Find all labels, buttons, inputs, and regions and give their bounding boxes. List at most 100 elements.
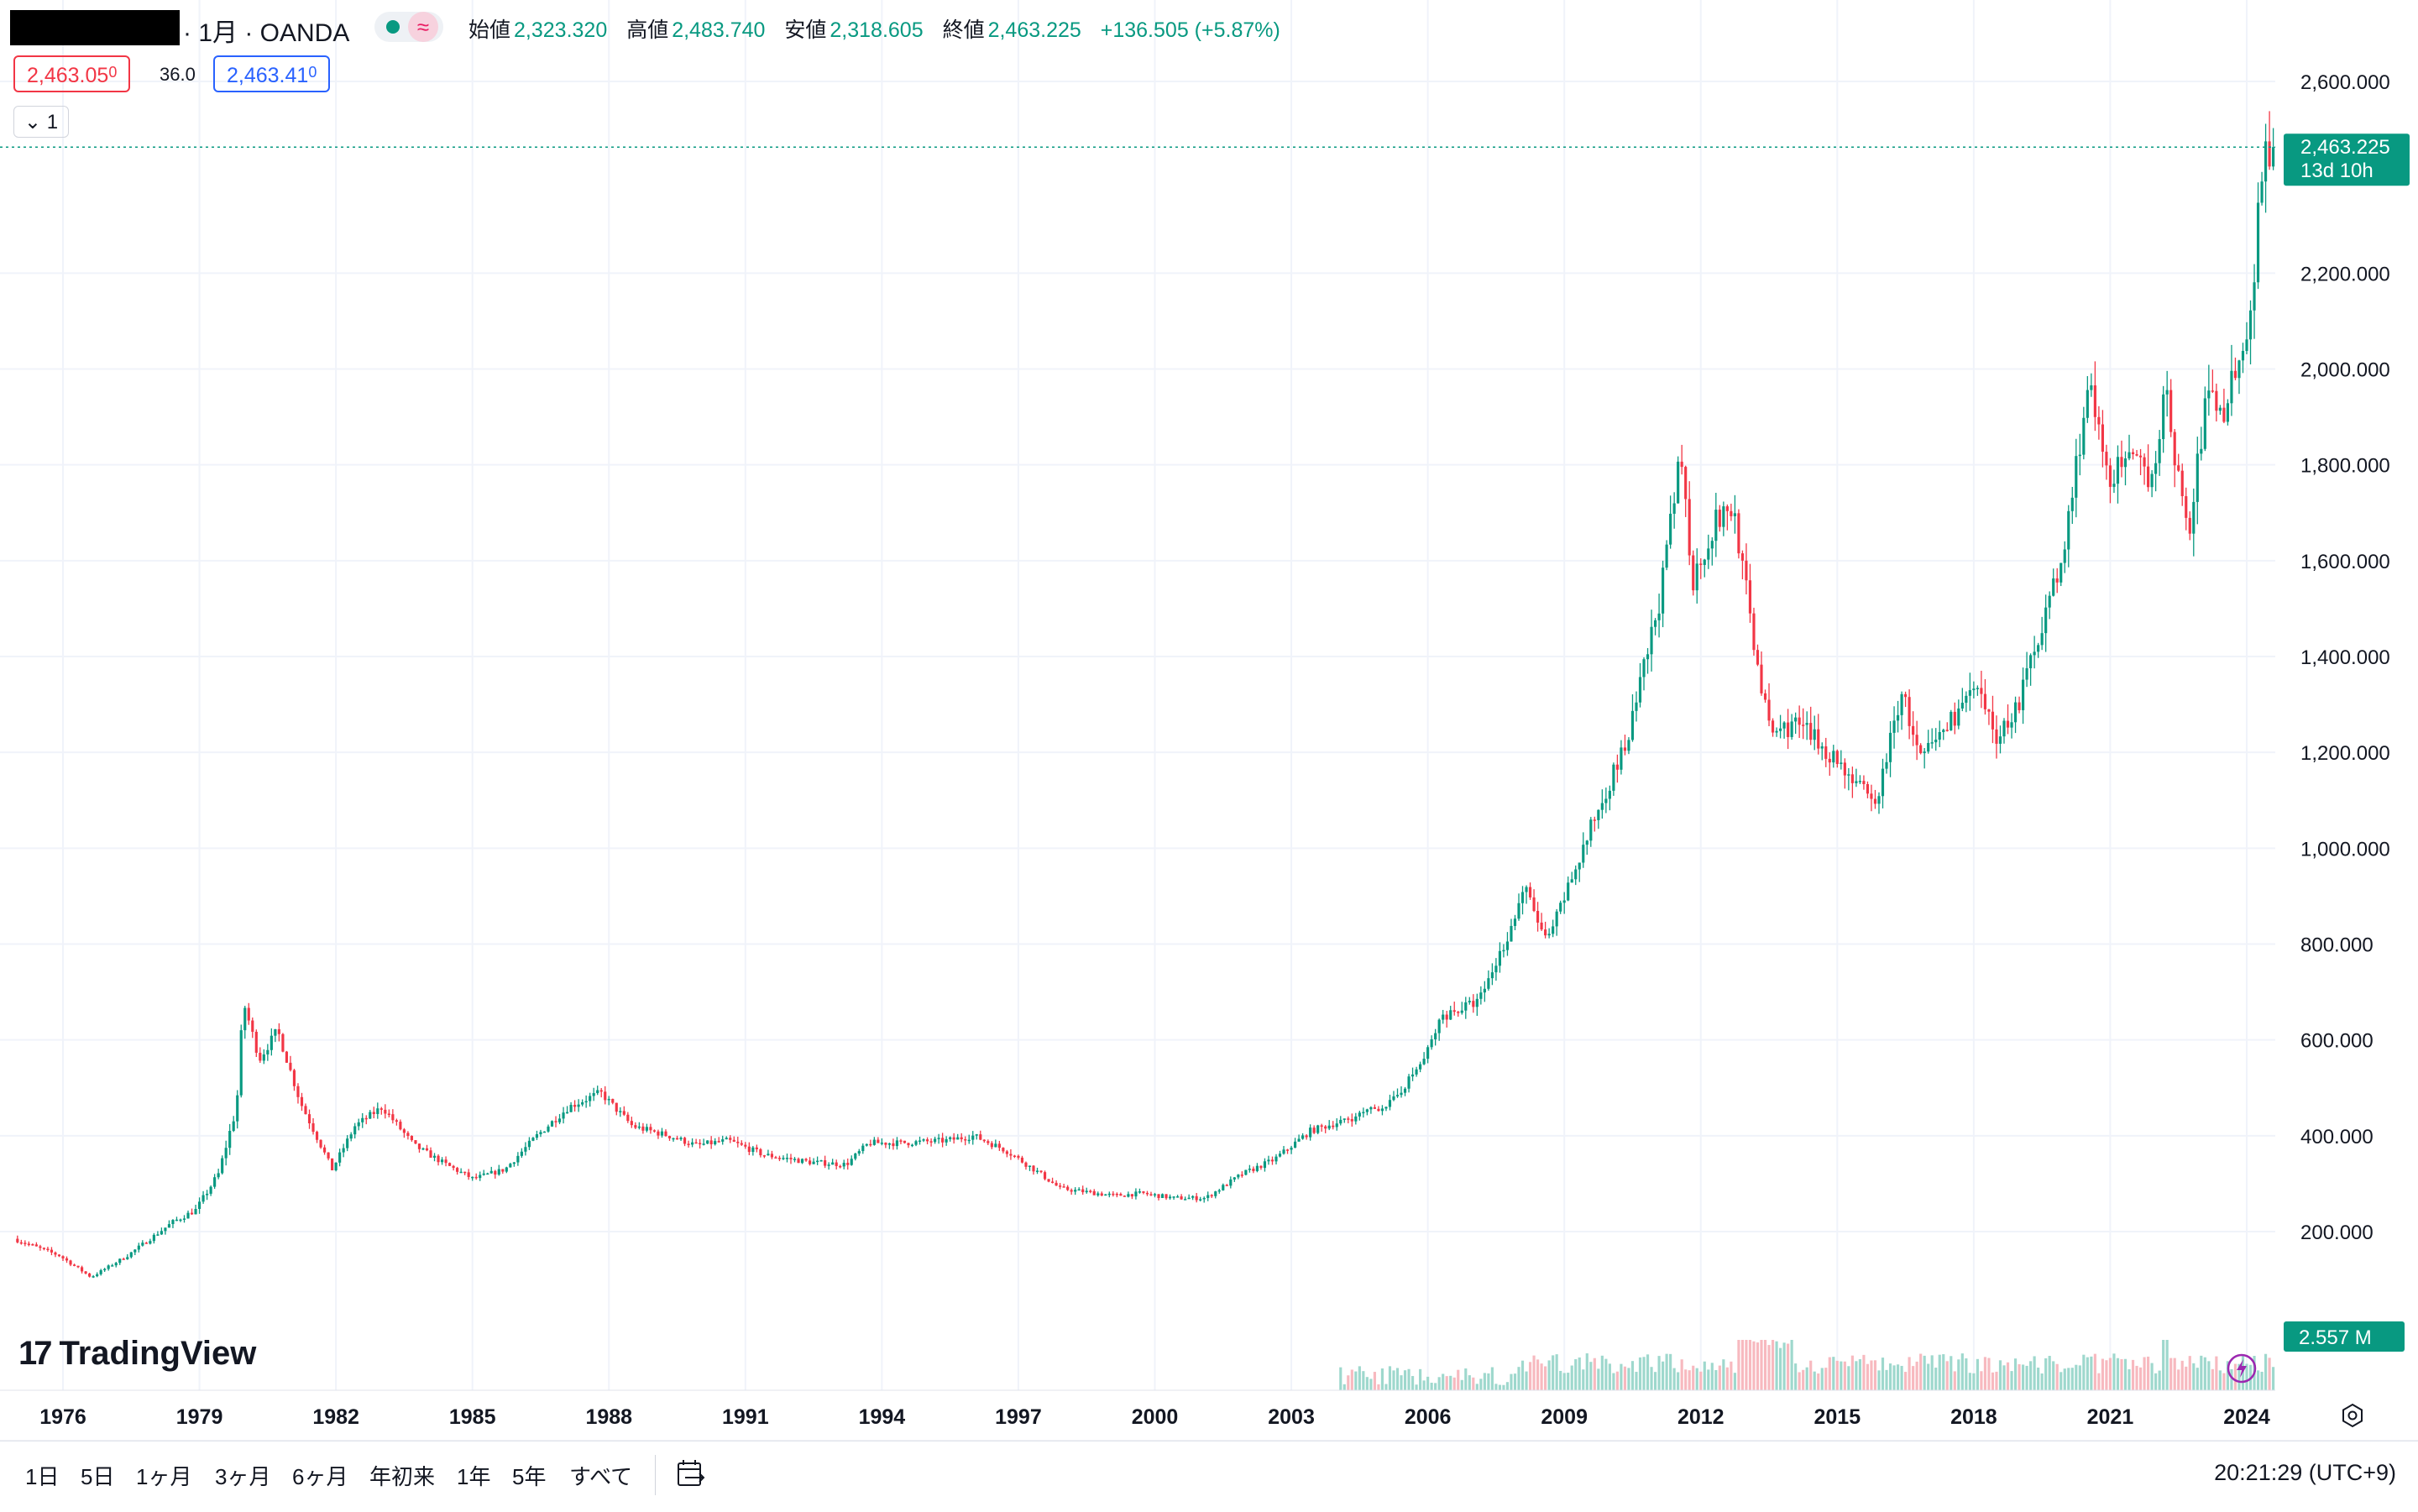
candle-body	[497, 1169, 500, 1175]
candle-body	[918, 1140, 922, 1143]
candle-body	[1669, 513, 1672, 545]
candle-body	[747, 1146, 751, 1153]
indicator-collapse-button[interactable]: ⌄ 1	[13, 106, 69, 138]
buy-button[interactable]: 2,463.410	[213, 55, 331, 92]
gear-icon[interactable]	[2339, 1402, 2366, 1429]
candle-body	[1502, 950, 1505, 952]
candle-body	[1332, 1125, 1335, 1127]
low-label: 安値	[784, 18, 827, 42]
lightning-icon[interactable]	[2227, 1353, 2257, 1384]
candle-body	[1950, 711, 1953, 730]
candle-body	[1165, 1194, 1168, 1199]
candle-body	[842, 1163, 845, 1167]
sell-price-pip: 0	[108, 64, 118, 81]
candle-body	[247, 1007, 250, 1021]
candle-body	[975, 1134, 978, 1136]
candle-body	[687, 1143, 690, 1145]
volume-bar	[1365, 1377, 1369, 1390]
volume-bar	[2029, 1361, 2033, 1390]
candle-body	[1968, 690, 1971, 696]
volume-bar	[2018, 1363, 2021, 1390]
volume-bar	[1490, 1367, 1494, 1390]
candle-body	[1187, 1197, 1191, 1200]
candle-body	[577, 1104, 580, 1107]
volume-bar	[1419, 1368, 1422, 1390]
volume-bar	[1960, 1353, 1964, 1390]
range-all[interactable]: すべて	[569, 1464, 633, 1489]
y-tick-label: 2,600.000	[2300, 71, 2390, 94]
candle-body	[384, 1109, 387, 1114]
candle-body	[1184, 1199, 1187, 1201]
candle-body	[1927, 742, 1930, 752]
candle-body	[2052, 578, 2055, 596]
candle-body	[1305, 1135, 1308, 1138]
y-tick-label: 200.000	[2300, 1222, 2374, 1244]
candle-body	[634, 1125, 637, 1128]
range-1d[interactable]: 1日	[25, 1464, 60, 1489]
candle-body	[1483, 988, 1486, 993]
x-tick-label: 1985	[449, 1405, 496, 1429]
candle-body	[812, 1161, 815, 1164]
candle-body	[2013, 702, 2018, 723]
range-6m[interactable]: 6ヶ月	[292, 1464, 348, 1489]
candle-body	[1017, 1155, 1020, 1158]
candle-body	[266, 1049, 270, 1054]
candle-body	[2120, 457, 2123, 468]
volume-bar	[1919, 1353, 1923, 1390]
candle-body	[289, 1062, 292, 1070]
candle-body	[1995, 729, 1998, 744]
volume-bar	[1805, 1367, 1808, 1390]
candle-body	[2131, 452, 2135, 455]
range-5y[interactable]: 5年	[512, 1464, 547, 1489]
candle-body	[1767, 699, 1771, 721]
candle-body	[1468, 1001, 1471, 1002]
candle-body	[251, 1020, 254, 1033]
y-tick-label: 2,200.000	[2300, 263, 2390, 285]
candle-body	[2002, 720, 2006, 737]
candle-body	[637, 1126, 641, 1128]
volume-bar	[1403, 1370, 1407, 1390]
candle-body	[1589, 819, 1593, 841]
candle-body	[1517, 902, 1520, 919]
volume-bar	[2264, 1353, 2268, 1390]
range-1m[interactable]: 1ヶ月	[136, 1464, 192, 1489]
candle-body	[42, 1248, 46, 1249]
goto-date-icon[interactable]	[673, 1457, 707, 1490]
candle-body	[1107, 1193, 1111, 1195]
range-3m[interactable]: 3ヶ月	[215, 1464, 271, 1489]
volume-bar	[1703, 1361, 1706, 1390]
volume-bar	[1718, 1365, 1721, 1390]
candle-body	[2169, 390, 2173, 432]
volume-bar	[1380, 1368, 1384, 1390]
candle-body	[1066, 1186, 1070, 1190]
range-ytd[interactable]: 年初来	[369, 1464, 436, 1489]
candle-body	[300, 1096, 304, 1107]
x-tick-label: 1982	[312, 1405, 359, 1429]
volume-bar	[1684, 1369, 1688, 1390]
candle-body	[122, 1258, 125, 1260]
tradingview-logo[interactable]: 17 TradingView	[18, 1335, 256, 1373]
volume-bar	[1850, 1355, 1854, 1390]
candle-body	[1635, 702, 1638, 711]
range-5d[interactable]: 5日	[81, 1464, 115, 1489]
candle-body	[164, 1227, 167, 1232]
candle-body	[611, 1098, 615, 1103]
data-delay-icon[interactable]: ≈	[408, 12, 438, 42]
x-tick-label: 1979	[176, 1405, 223, 1429]
volume-bar	[2059, 1372, 2063, 1390]
symbol-interval-exchange[interactable]: · 1月 · OANDA	[183, 19, 350, 47]
candle-body	[1180, 1196, 1183, 1200]
x-tick-label: 1991	[722, 1405, 769, 1429]
candle-body	[990, 1143, 993, 1148]
candle-body	[137, 1245, 140, 1250]
volume-bar	[1400, 1375, 1403, 1390]
range-1y[interactable]: 1年	[457, 1464, 491, 1489]
volume-bar	[2116, 1358, 2120, 1390]
candle-body	[395, 1120, 398, 1122]
candle-body	[456, 1168, 459, 1172]
sell-button[interactable]: 2,463.050	[13, 55, 131, 92]
candle-body	[338, 1152, 342, 1163]
clock-timezone[interactable]: 20:21:29 (UTC+9)	[2214, 1460, 2396, 1485]
candle-body	[1442, 1014, 1445, 1020]
